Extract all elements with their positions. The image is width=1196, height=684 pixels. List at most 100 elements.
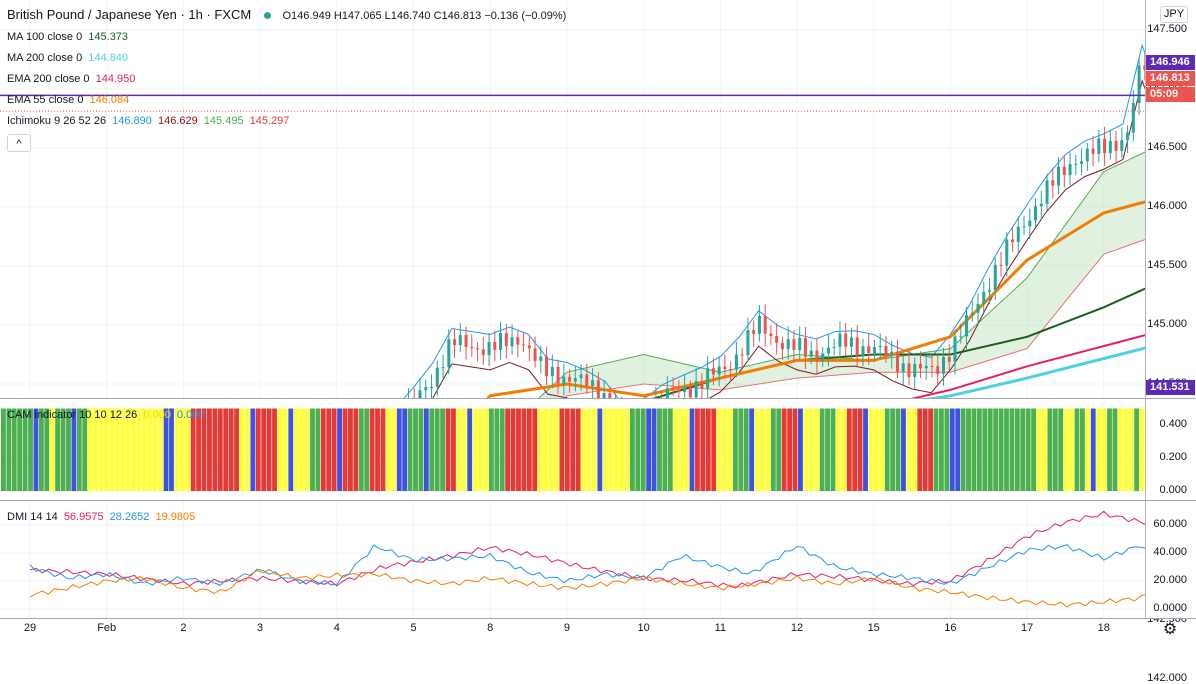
dmi-pane[interactable] bbox=[0, 501, 1145, 618]
time-tick-label: 16 bbox=[944, 622, 957, 634]
dmi-chart[interactable] bbox=[0, 501, 1145, 618]
cam-bar bbox=[461, 408, 467, 491]
cam-bar bbox=[1101, 408, 1107, 491]
cam-bar bbox=[917, 408, 923, 491]
pane-separator-1[interactable] bbox=[0, 398, 1196, 399]
cam-bar bbox=[1036, 408, 1042, 491]
cam-bar bbox=[55, 408, 61, 491]
cam-bar bbox=[391, 408, 397, 491]
cam-bar bbox=[602, 408, 608, 491]
cam-legend[interactable]: CAM indicator 10 10 12 26 0.000 0.000 bbox=[7, 408, 207, 422]
currency-label: JPY bbox=[1163, 8, 1185, 20]
candle-body bbox=[1039, 203, 1043, 207]
candle-body bbox=[907, 363, 911, 377]
candle-body bbox=[913, 363, 917, 377]
ema55-legend[interactable]: EMA 55 close 0 146.084 bbox=[7, 93, 132, 107]
ma100-legend[interactable]: MA 100 close 0 145.373 bbox=[7, 30, 131, 44]
currency-button[interactable]: JPY bbox=[1160, 6, 1188, 23]
candle-body bbox=[941, 357, 945, 374]
candle-body bbox=[815, 350, 819, 361]
price-chart[interactable] bbox=[0, 0, 1145, 398]
collapse-legend-button[interactable]: ^ bbox=[7, 134, 31, 152]
ema200-legend[interactable]: EMA 200 close 0 144.950 bbox=[7, 72, 138, 86]
candle-body bbox=[470, 347, 474, 349]
cam-bar bbox=[884, 408, 890, 491]
cam-bar bbox=[163, 408, 169, 491]
cam-bar bbox=[640, 408, 646, 491]
cam-bar bbox=[467, 408, 473, 491]
dmi-series-line bbox=[29, 568, 1145, 608]
dmi-series-line bbox=[29, 544, 1145, 586]
dmi-tick-label: 60.000 bbox=[1153, 518, 1187, 530]
cam-bar bbox=[1031, 408, 1037, 491]
cam-bar bbox=[570, 408, 576, 491]
ema200-value: 144.950 bbox=[95, 73, 136, 85]
cam-bar bbox=[760, 408, 765, 491]
cam-bar bbox=[22, 408, 28, 491]
cam-bar bbox=[711, 408, 717, 491]
dmi-legend[interactable]: DMI 14 14 56.9575 28.2652 19.9805 bbox=[7, 510, 198, 524]
price-tick-label: 145.000 bbox=[1147, 318, 1187, 330]
cam-axis[interactable]: 0.400 0.200 0.000 bbox=[1145, 399, 1196, 500]
cam-bar bbox=[190, 408, 196, 491]
time-axis-separator bbox=[0, 618, 1196, 619]
candle-body bbox=[476, 348, 480, 350]
ichimoku-legend[interactable]: Ichimoku 9 26 52 26 146.890 146.629 145.… bbox=[7, 114, 292, 128]
cam-bar bbox=[1009, 408, 1015, 491]
candle-body bbox=[930, 365, 934, 367]
cam-bar bbox=[993, 408, 999, 491]
cam-bar bbox=[49, 408, 55, 491]
symbol-title[interactable]: British Pound / Japanese Yen · 1h · FXCM bbox=[7, 7, 252, 22]
ema55-value: 146.084 bbox=[89, 94, 130, 106]
time-tick-label: 4 bbox=[333, 622, 340, 634]
candle-body bbox=[723, 366, 727, 370]
ma200-label: MA 200 close 0 bbox=[7, 52, 83, 64]
cam-bar bbox=[348, 408, 353, 491]
cam-bar bbox=[17, 408, 23, 491]
candle-body bbox=[493, 342, 497, 350]
cam-bar bbox=[125, 408, 131, 491]
cam-bar bbox=[28, 408, 33, 491]
cam-bar bbox=[1107, 408, 1112, 491]
price-tick-label: 142.000 bbox=[1147, 672, 1187, 684]
cam-label: CAM indicator 10 10 12 26 bbox=[7, 409, 138, 421]
cam-bar bbox=[554, 408, 559, 491]
time-axis[interactable]: 29 Feb 2 3 4 5 8 9 10 11 12 15 16 17 18 bbox=[0, 619, 1145, 642]
cam-bar bbox=[548, 408, 554, 491]
time-tick-label: 9 bbox=[563, 622, 570, 634]
candle-body bbox=[522, 344, 526, 346]
price-pane[interactable] bbox=[0, 0, 1145, 398]
settings-button[interactable]: ⚙ bbox=[1160, 620, 1180, 640]
cam-bar bbox=[228, 408, 234, 491]
cam-bar bbox=[136, 408, 142, 491]
cam-bar bbox=[147, 408, 153, 491]
cam-bar bbox=[201, 408, 207, 491]
cam-bar bbox=[179, 408, 185, 491]
cam-bar bbox=[928, 408, 933, 491]
candle-body bbox=[688, 387, 692, 398]
candle-body bbox=[798, 338, 802, 350]
cam-bar bbox=[765, 408, 771, 491]
ma200-legend[interactable]: MA 200 close 0 144.840 bbox=[7, 51, 131, 65]
cam-tick-label: 0.400 bbox=[1159, 418, 1187, 430]
candle-body bbox=[775, 336, 779, 343]
cam-bar bbox=[434, 408, 440, 491]
candle-body bbox=[965, 315, 969, 337]
candle-body bbox=[602, 393, 606, 398]
cam-bar bbox=[1025, 408, 1031, 491]
candle-body bbox=[453, 339, 457, 346]
upper-line-badge: 146.946 bbox=[1146, 55, 1195, 70]
cam-bar bbox=[510, 408, 516, 491]
cam-bar bbox=[727, 408, 733, 491]
candle-body bbox=[1091, 148, 1095, 154]
candle-body bbox=[516, 337, 520, 345]
pane-separator-2[interactable] bbox=[0, 500, 1196, 501]
cam-bar bbox=[407, 408, 413, 491]
cam-bar bbox=[44, 408, 50, 491]
cam-pane[interactable] bbox=[0, 399, 1145, 500]
dmi-axis[interactable]: 60.000 40.000 20.000 0.0000 bbox=[1145, 501, 1196, 618]
cam-bar bbox=[1042, 408, 1047, 491]
symbol-header: British Pound / Japanese Yen · 1h · FXCM… bbox=[7, 8, 569, 23]
cam-chart[interactable] bbox=[0, 399, 1145, 500]
candle-body bbox=[1143, 65, 1145, 71]
